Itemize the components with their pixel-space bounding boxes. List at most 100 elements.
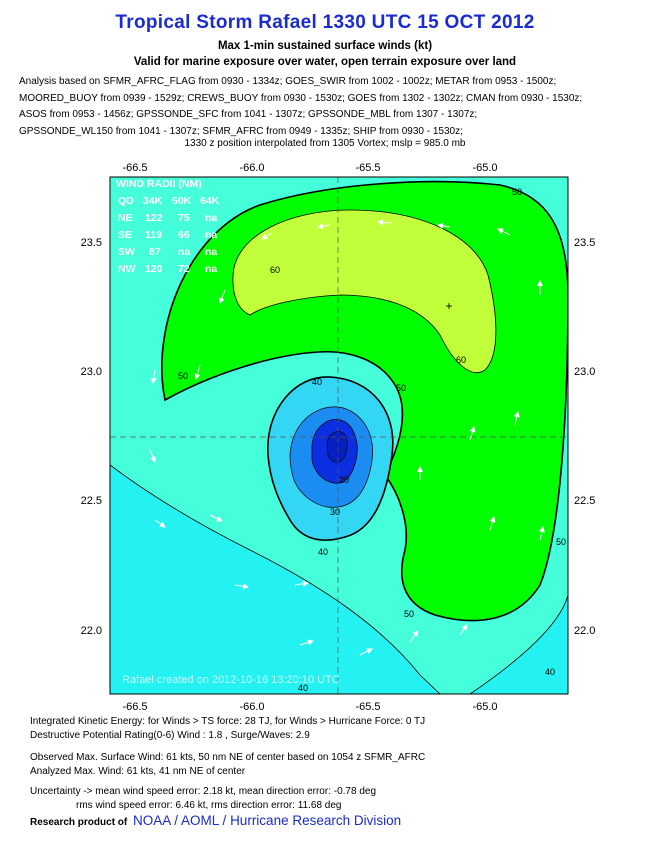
wind-vector bbox=[513, 411, 520, 426]
credit-org-link[interactable]: NOAA / AOML / Hurricane Research Divisio… bbox=[133, 813, 402, 828]
radii-quadrant: NW bbox=[118, 263, 136, 275]
radii-value-50k: na bbox=[178, 246, 190, 258]
wind-vectors bbox=[149, 219, 545, 656]
wind-vector bbox=[218, 289, 226, 304]
lon-tick-label: -66.5 bbox=[122, 162, 147, 174]
analysis-line: GPSSONDE_WL150 from 1041 - 1307z; SFMR_A… bbox=[19, 125, 463, 137]
lat-tick-label: 23.0 bbox=[81, 366, 102, 378]
analysis-sources: Analysis based on SFMR_AFRC_FLAG from 09… bbox=[19, 74, 639, 140]
credit-prefix: Research product of bbox=[30, 817, 128, 828]
analyzed-max-wind: Analyzed Max. Wind: 61 kts, 41 nm NE of … bbox=[30, 766, 246, 777]
contour-label: 40 bbox=[318, 547, 328, 557]
wind-vector bbox=[359, 648, 373, 656]
radii-value-64k: na bbox=[205, 212, 217, 224]
wind-vector bbox=[538, 526, 545, 541]
radii-quadrant: SE bbox=[118, 229, 132, 241]
map-watermark: Rafael created on 2012-10-16 13:20:10 UT… bbox=[122, 674, 340, 686]
contour-label: 50 bbox=[178, 371, 188, 381]
destructive-potential: Destructive Potential Rating(0-6) Wind :… bbox=[30, 730, 310, 741]
lon-tick-label: -66.5 bbox=[122, 701, 147, 713]
radii-value-50k: 66 bbox=[178, 229, 190, 241]
wind-band-60-plus bbox=[232, 209, 497, 373]
plot-area: + 60 60 50 50 50 50 50 40 40 40 30 20 40… bbox=[110, 177, 568, 694]
wind-vector bbox=[299, 639, 314, 646]
lon-tick-label: -65.0 bbox=[472, 162, 497, 174]
lat-tick-label: 22.0 bbox=[81, 625, 102, 637]
radii-value-34k: 87 bbox=[149, 246, 161, 258]
wind-vector bbox=[497, 228, 511, 236]
contour-label: 40 bbox=[298, 683, 308, 693]
wind-radii-table: WIND RADII (NM) QD 34K 50K 64K NE 122 75… bbox=[116, 178, 220, 275]
plot-border bbox=[109, 176, 569, 695]
analysis-line: ASOS from 0953 - 1456z; GPSSONDE_SFC fro… bbox=[19, 109, 478, 120]
lon-tick-label: -65.5 bbox=[355, 701, 380, 713]
lon-tick-label: -65.5 bbox=[355, 162, 380, 174]
radii-value-64k: na bbox=[205, 263, 217, 275]
analysis-line: Analysis based on SFMR_AFRC_FLAG from 09… bbox=[19, 76, 557, 87]
radii-quadrant: SW bbox=[118, 246, 135, 258]
wind-vector bbox=[194, 364, 201, 380]
radii-header-64k: 64K bbox=[200, 195, 220, 207]
lat-tick-label: 22.0 bbox=[574, 625, 595, 637]
radii-header-50k: 50K bbox=[172, 195, 192, 207]
lat-tick-label: 23.0 bbox=[574, 366, 595, 378]
lon-tick-label: -66.0 bbox=[239, 701, 264, 713]
lat-tick-label: 23.5 bbox=[81, 237, 102, 249]
wind-vector bbox=[409, 630, 419, 643]
wind-field-map: -66.5 -66.0 -65.5 -65.0 -66.5 -66.0 -65.… bbox=[81, 162, 596, 713]
wind-vector bbox=[437, 222, 451, 229]
wind-band-core-inner bbox=[326, 431, 348, 463]
lon-ticks-bottom: -66.5 -66.0 -65.5 -65.0 bbox=[122, 701, 497, 713]
wind-vector bbox=[469, 426, 476, 441]
lon-tick-label: -66.0 bbox=[239, 162, 264, 174]
wind-vector bbox=[317, 223, 331, 230]
contour-label: 50 bbox=[404, 609, 414, 619]
wind-vector bbox=[149, 449, 156, 463]
contour-label: 50 bbox=[556, 537, 566, 547]
lat-ticks-right: 23.5 23.0 22.5 22.0 bbox=[574, 237, 595, 637]
wind-vector bbox=[489, 516, 496, 531]
ike-summary: Integrated Kinetic Energy: for Winds > T… bbox=[30, 716, 426, 727]
wind-vector bbox=[234, 583, 249, 590]
wind-radii-title: WIND RADII (NM) bbox=[116, 178, 202, 190]
credit-line: Research product of NOAA / AOML / Hurric… bbox=[30, 813, 401, 828]
lat-ticks-left: 23.5 23.0 22.5 22.0 bbox=[81, 237, 102, 637]
lat-tick-label: 22.5 bbox=[574, 495, 595, 507]
max-wind-marker: + bbox=[445, 299, 452, 313]
wind-vector bbox=[294, 580, 309, 587]
uncertainty-mean: Uncertainty -> mean wind speed error: 2.… bbox=[30, 786, 377, 797]
contour-label: 50 bbox=[512, 187, 522, 197]
radii-quadrant: NE bbox=[118, 212, 133, 224]
radii-value-50k: 72 bbox=[178, 263, 190, 275]
wind-vector bbox=[459, 624, 468, 636]
subtitle-exposure: Valid for marine exposure over water, op… bbox=[133, 56, 517, 68]
radii-value-50k: 75 bbox=[178, 212, 190, 224]
wind-vector bbox=[377, 219, 393, 226]
contour-label: 50 bbox=[396, 383, 406, 393]
wind-vector bbox=[261, 232, 273, 240]
page-title: Tropical Storm Rafael 1330 UTC 15 OCT 20… bbox=[115, 12, 535, 33]
analysis-line: MOORED_BUOY from 0939 - 1529z; CREWS_BUO… bbox=[19, 92, 583, 104]
wind-vector bbox=[154, 519, 166, 528]
uncertainty-rms: rms wind speed error: 6.46 kt, rms direc… bbox=[76, 800, 342, 811]
contour-label: 60 bbox=[456, 355, 466, 365]
lat-tick-label: 23.5 bbox=[574, 237, 595, 249]
contour-labels: 60 60 50 50 50 50 50 40 40 40 30 20 40 bbox=[178, 187, 566, 693]
wind-vector bbox=[150, 369, 157, 384]
radii-value-34k: 119 bbox=[145, 229, 162, 241]
position-note: 1330 z position interpolated from 1305 V… bbox=[184, 138, 466, 149]
contour-label: 30 bbox=[330, 507, 340, 517]
radii-value-64k: na bbox=[205, 246, 217, 258]
radii-header-qd: QD bbox=[118, 195, 134, 207]
wind-vector bbox=[209, 514, 223, 522]
radii-value-34k: 120 bbox=[145, 263, 163, 275]
subtitle-variable: Max 1-min sustained surface winds (kt) bbox=[217, 40, 433, 52]
radii-value-34k: 122 bbox=[145, 212, 163, 224]
radii-header-34k: 34K bbox=[143, 195, 163, 207]
contour-label: 40 bbox=[312, 377, 322, 387]
lat-tick-label: 22.5 bbox=[81, 495, 102, 507]
observed-max-wind: Observed Max. Surface Wind: 61 kts, 50 n… bbox=[30, 752, 426, 763]
contour-label: 40 bbox=[545, 667, 555, 677]
contour-label: 20 bbox=[339, 475, 349, 485]
lon-ticks-top: -66.5 -66.0 -65.5 -65.0 bbox=[122, 162, 497, 174]
